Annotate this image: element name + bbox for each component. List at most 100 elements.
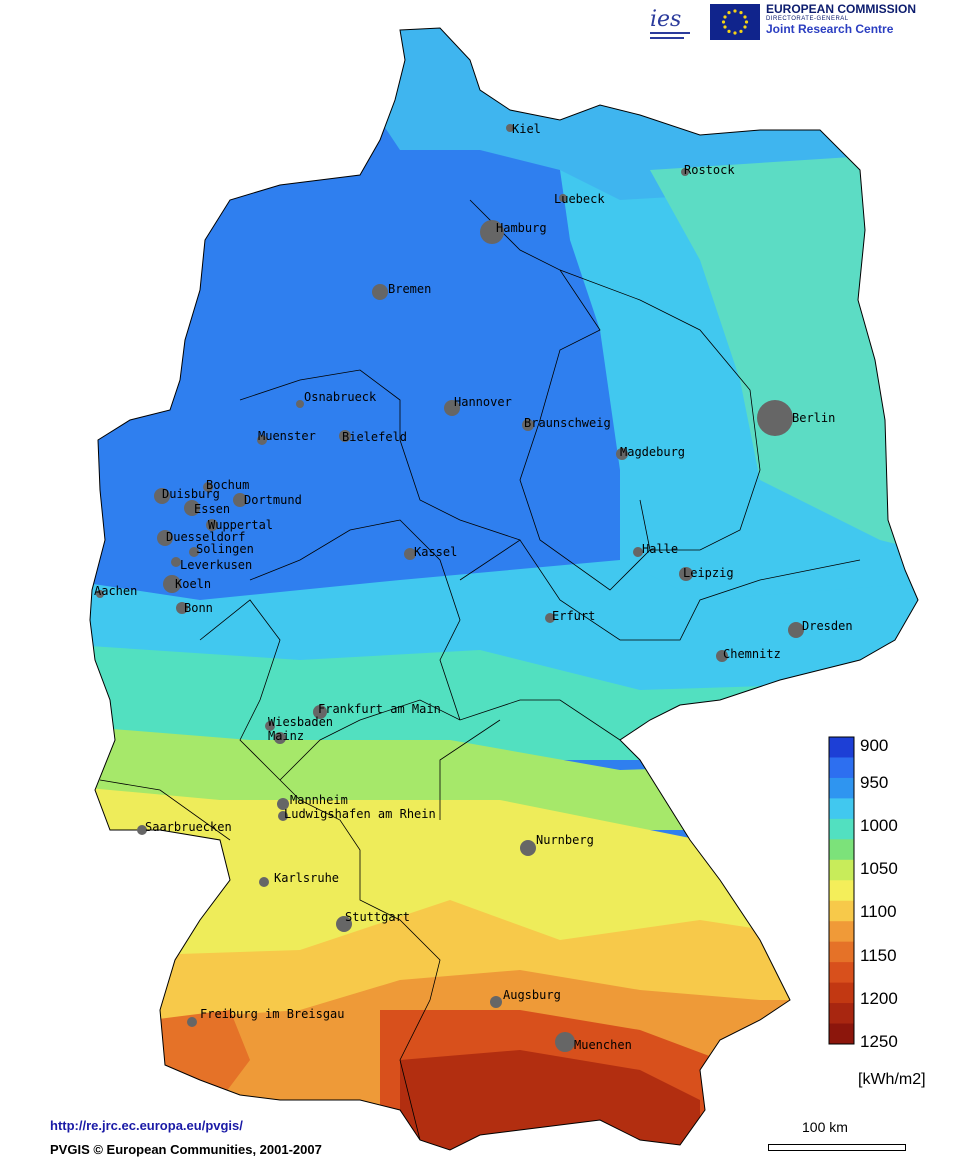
eu-flag-icon <box>710 4 760 40</box>
city-label: Karlsruhe <box>274 871 339 885</box>
legend-swatch <box>829 941 854 963</box>
city-hannover[interactable]: Hannover <box>444 395 512 416</box>
state-borders <box>99 199 861 1141</box>
city-mannheim[interactable]: Mannheim <box>277 793 348 810</box>
city-label: Halle <box>642 542 678 556</box>
city-bielefeld[interactable]: Bielefeld <box>339 430 407 444</box>
legend-swatch <box>829 880 854 902</box>
city-bremen[interactable]: Bremen <box>372 282 431 300</box>
ec-centre: Joint Research Centre <box>766 22 894 36</box>
city-label: Frankfurt am Main <box>318 702 441 716</box>
city-erfurt[interactable]: Erfurt <box>545 609 595 623</box>
city-duisburg[interactable]: Duisburg <box>154 487 220 504</box>
city-ludwigshafen[interactable]: Ludwigshafen am Rhein <box>278 807 436 821</box>
city-labels: Kiel Rostock Luebeck Hamburg Bremen Berl… <box>94 122 853 1052</box>
city-muenster[interactable]: Muenster <box>257 429 316 445</box>
city-braunschweig[interactable]: Braunschweig <box>522 416 611 431</box>
city-label: Hamburg <box>496 221 547 235</box>
city-stuttgart[interactable]: Stuttgart <box>336 910 410 932</box>
city-label: Wiesbaden <box>268 715 333 729</box>
city-label: Rostock <box>684 163 735 177</box>
legend-tick-label: 1200 <box>860 989 898 1008</box>
city-nurnberg[interactable]: Nurnberg <box>520 833 594 856</box>
ec-subtitle: DIRECTORATE-GENERAL <box>766 16 849 22</box>
city-bochum[interactable]: Bochum <box>203 478 249 492</box>
legend-tick-label: 1050 <box>860 859 898 878</box>
city-koeln[interactable]: Koeln <box>163 575 211 593</box>
legend-frame <box>828 736 855 1045</box>
city-label: Duisburg <box>162 487 220 501</box>
city-label: Essen <box>194 502 230 516</box>
city-label: Dresden <box>802 619 853 633</box>
city-label: Magdeburg <box>620 445 685 459</box>
city-label: Solingen <box>196 542 254 556</box>
legend-swatch <box>829 818 854 840</box>
city-hamburg[interactable]: Hamburg <box>480 220 547 244</box>
city-label: Aachen <box>94 584 137 598</box>
city-label: Stuttgart <box>345 910 410 924</box>
city-label: Koeln <box>175 577 211 591</box>
legend-swatch <box>829 839 854 861</box>
city-label: Erfurt <box>552 609 595 623</box>
legend-swatch <box>829 798 854 820</box>
city-osnabrueck[interactable]: Osnabrueck <box>296 390 377 408</box>
city-label: Hannover <box>454 395 512 409</box>
city-duesseldorf[interactable]: Duesseldorf <box>157 530 245 546</box>
city-wiesbaden[interactable]: Wiesbaden <box>265 715 333 731</box>
city-kassel[interactable]: Kassel <box>404 545 457 560</box>
ies-logo: ies <box>650 7 690 39</box>
city-leipzig[interactable]: Leipzig <box>679 566 734 581</box>
city-label: Bremen <box>388 282 431 296</box>
city-dortmund[interactable]: Dortmund <box>233 493 302 507</box>
city-bonn[interactable]: Bonn <box>176 601 213 615</box>
city-label: Mainz <box>268 729 304 743</box>
city-label: Bochum <box>206 478 249 492</box>
city-label: Saarbruecken <box>145 820 232 834</box>
city-label: Augsburg <box>503 988 561 1002</box>
copyright-text: PVGIS © European Communities, 2001-2007 <box>50 1142 322 1157</box>
city-luebeck[interactable]: Luebeck <box>554 192 605 206</box>
city-label: Bielefeld <box>342 430 407 444</box>
city-aachen[interactable]: Aachen <box>94 584 137 598</box>
city-leverkusen[interactable]: Leverkusen <box>171 557 252 572</box>
city-label: Dortmund <box>244 493 302 507</box>
city-label: Luebeck <box>554 192 605 206</box>
city-chemnitz[interactable]: Chemnitz <box>716 647 781 662</box>
legend-swatch <box>829 900 854 922</box>
city-kiel[interactable]: Kiel <box>506 122 541 136</box>
city-label: Osnabrueck <box>304 390 377 404</box>
city-solingen[interactable]: Solingen <box>189 542 254 557</box>
city-label: Braunschweig <box>524 416 611 430</box>
city-wuppertal[interactable]: Wuppertal <box>206 518 273 532</box>
city-dresden[interactable]: Dresden <box>788 619 853 638</box>
legend-tick-label: 1150 <box>860 946 897 965</box>
city-saarbruecken[interactable]: Saarbruecken <box>137 820 232 835</box>
city-augsburg[interactable]: Augsburg <box>490 988 561 1008</box>
legend-tick-label: 1000 <box>860 816 898 835</box>
ec-logo-text: EUROPEAN COMMISSION DIRECTORATE-GENERAL … <box>766 2 916 36</box>
ec-title: EUROPEAN COMMISSION <box>766 2 917 16</box>
eu-stars <box>721 9 749 35</box>
legend-tick-label: 1250 <box>860 1032 898 1051</box>
city-magdeburg[interactable]: Magdeburg <box>616 445 685 460</box>
city-muenchen[interactable]: Muenchen <box>555 1032 632 1052</box>
legend-swatch <box>829 1023 854 1045</box>
pvgis-link[interactable]: http://re.jrc.ec.europa.eu/pvgis/ <box>50 1118 243 1133</box>
city-frankfurt[interactable]: Frankfurt am Main <box>313 702 441 719</box>
city-karlsruhe[interactable]: Karlsruhe <box>259 871 339 887</box>
legend-swatch <box>829 737 854 758</box>
city-berlin[interactable]: Berlin <box>757 400 835 436</box>
city-mainz[interactable]: Mainz <box>268 729 304 744</box>
legend-unit: [kWh/m2] <box>858 1071 926 1088</box>
city-label: Nurnberg <box>536 833 594 847</box>
city-label: Kassel <box>414 545 457 559</box>
legend-swatch <box>829 859 854 881</box>
city-halle[interactable]: Halle <box>633 542 678 557</box>
city-label: Leipzig <box>683 566 734 580</box>
legend-swatch <box>829 1003 854 1025</box>
city-rostock[interactable]: Rostock <box>681 163 735 177</box>
city-essen[interactable]: Essen <box>184 500 230 516</box>
city-freiburg[interactable]: Freiburg im Breisgau <box>187 1007 345 1027</box>
legend-swatch <box>829 962 854 984</box>
